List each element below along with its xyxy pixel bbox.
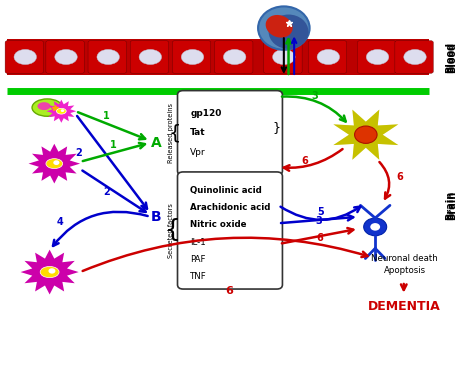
Ellipse shape — [404, 50, 426, 65]
Polygon shape — [333, 110, 398, 160]
Text: PAF: PAF — [190, 255, 206, 264]
Text: Blood: Blood — [445, 41, 455, 73]
Text: 2: 2 — [75, 148, 82, 159]
Ellipse shape — [46, 159, 63, 168]
Ellipse shape — [366, 50, 389, 65]
Text: {: { — [165, 218, 181, 243]
FancyBboxPatch shape — [395, 41, 433, 73]
FancyBboxPatch shape — [177, 91, 283, 175]
Ellipse shape — [223, 50, 246, 65]
Text: 6: 6 — [317, 233, 323, 243]
Text: B: B — [151, 210, 162, 224]
Ellipse shape — [317, 50, 339, 65]
Ellipse shape — [269, 15, 309, 49]
Text: 3: 3 — [316, 216, 322, 226]
FancyBboxPatch shape — [357, 41, 396, 73]
Circle shape — [364, 218, 387, 236]
Text: A: A — [151, 136, 162, 150]
Text: Secreted factors: Secreted factors — [168, 203, 174, 258]
Polygon shape — [333, 110, 398, 160]
Polygon shape — [20, 250, 79, 294]
Circle shape — [355, 126, 377, 143]
Circle shape — [48, 268, 55, 274]
Text: Tat: Tat — [190, 128, 206, 137]
Ellipse shape — [273, 50, 295, 65]
Ellipse shape — [32, 99, 63, 116]
Text: }: } — [272, 121, 280, 134]
Ellipse shape — [40, 266, 59, 278]
Text: Nitric oxide: Nitric oxide — [190, 220, 246, 229]
Text: 4: 4 — [57, 217, 64, 227]
Text: IL-1: IL-1 — [190, 237, 206, 247]
FancyBboxPatch shape — [130, 41, 169, 73]
Polygon shape — [46, 100, 76, 123]
Ellipse shape — [265, 15, 292, 37]
Text: 6: 6 — [396, 172, 403, 182]
Ellipse shape — [181, 50, 204, 65]
Text: gp120: gp120 — [190, 109, 221, 118]
Ellipse shape — [55, 50, 77, 65]
Ellipse shape — [258, 6, 310, 50]
FancyBboxPatch shape — [177, 172, 283, 289]
Text: Brain: Brain — [445, 190, 455, 220]
Text: Neuronal death
Apoptosis: Neuronal death Apoptosis — [371, 254, 438, 275]
Text: {: { — [168, 123, 181, 142]
Ellipse shape — [97, 50, 119, 65]
Text: 6: 6 — [301, 156, 309, 166]
Text: Released proteins: Released proteins — [168, 103, 174, 163]
Polygon shape — [28, 144, 80, 184]
Text: Arachidonic acid: Arachidonic acid — [190, 203, 271, 212]
FancyBboxPatch shape — [308, 41, 346, 73]
Circle shape — [61, 109, 64, 112]
FancyBboxPatch shape — [215, 41, 253, 73]
Ellipse shape — [37, 102, 51, 110]
Ellipse shape — [14, 50, 36, 65]
Text: 5: 5 — [318, 207, 324, 217]
Text: 1: 1 — [102, 111, 109, 121]
FancyBboxPatch shape — [88, 41, 127, 73]
Circle shape — [53, 160, 59, 165]
Text: 6: 6 — [225, 286, 233, 296]
Text: 1: 1 — [109, 140, 116, 150]
Circle shape — [370, 223, 380, 231]
Text: DEMENTIA: DEMENTIA — [367, 300, 440, 313]
FancyBboxPatch shape — [264, 41, 302, 73]
FancyBboxPatch shape — [173, 41, 211, 73]
Text: 3: 3 — [311, 91, 318, 101]
Text: Quinolinic acid: Quinolinic acid — [190, 185, 262, 195]
Ellipse shape — [56, 108, 66, 114]
FancyBboxPatch shape — [8, 39, 429, 75]
Ellipse shape — [139, 50, 162, 65]
FancyBboxPatch shape — [5, 41, 44, 73]
Text: 2: 2 — [103, 187, 110, 197]
Text: Blood: Blood — [447, 41, 457, 73]
FancyBboxPatch shape — [46, 41, 84, 73]
Text: Brain: Brain — [447, 190, 457, 220]
Text: Vpr: Vpr — [190, 148, 206, 157]
Text: TNF: TNF — [190, 272, 207, 281]
